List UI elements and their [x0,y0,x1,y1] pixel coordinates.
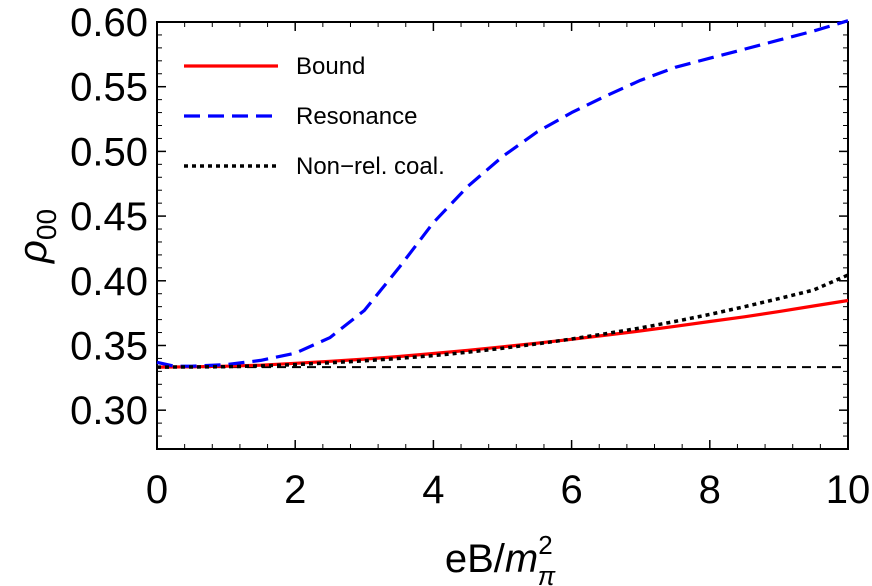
y-tick-label: 0.30 [70,389,148,433]
plot-area [156,21,849,450]
y-tick-label: 0.55 [70,66,148,110]
series-line-bound [156,298,849,369]
y-tick-label: 0.50 [70,130,148,174]
y-tick-label: 0.40 [70,260,148,304]
legend-label-resonance: Resonance [296,103,417,130]
ticks: 0 2 4 6 8 10 0.30 0.35 0.40 0.45 0.50 0.55 0.60 [70,1,870,512]
x-axis-label: eB/m2 π [445,530,556,586]
plot-frame [156,21,849,450]
x-tick-label: 4 [422,468,444,512]
x-tick-label: 8 [699,468,721,512]
x-tick-label: 0 [146,468,168,512]
y-tick-label: 0.60 [70,1,148,45]
legend-label-non-rel-coal: Non−rel. coal. [296,153,445,180]
y-tick-label: 0.45 [70,195,148,239]
x-tick-label: 2 [284,468,306,512]
legend: Bound Resonance Non−rel. coal. [184,53,445,180]
series-group [156,19,849,369]
y-tick-label: 0.35 [70,324,148,368]
series-line-non-rel-coal [156,273,849,369]
series-line-resonance [156,19,849,368]
legend-label-bound: Bound [296,53,365,80]
x-tick-label: 6 [560,468,582,512]
y-axis-label: ρ00 [11,209,62,264]
axis-labels: eB/m2 π ρ00 [11,209,556,586]
x-tick-label: 10 [826,468,871,512]
